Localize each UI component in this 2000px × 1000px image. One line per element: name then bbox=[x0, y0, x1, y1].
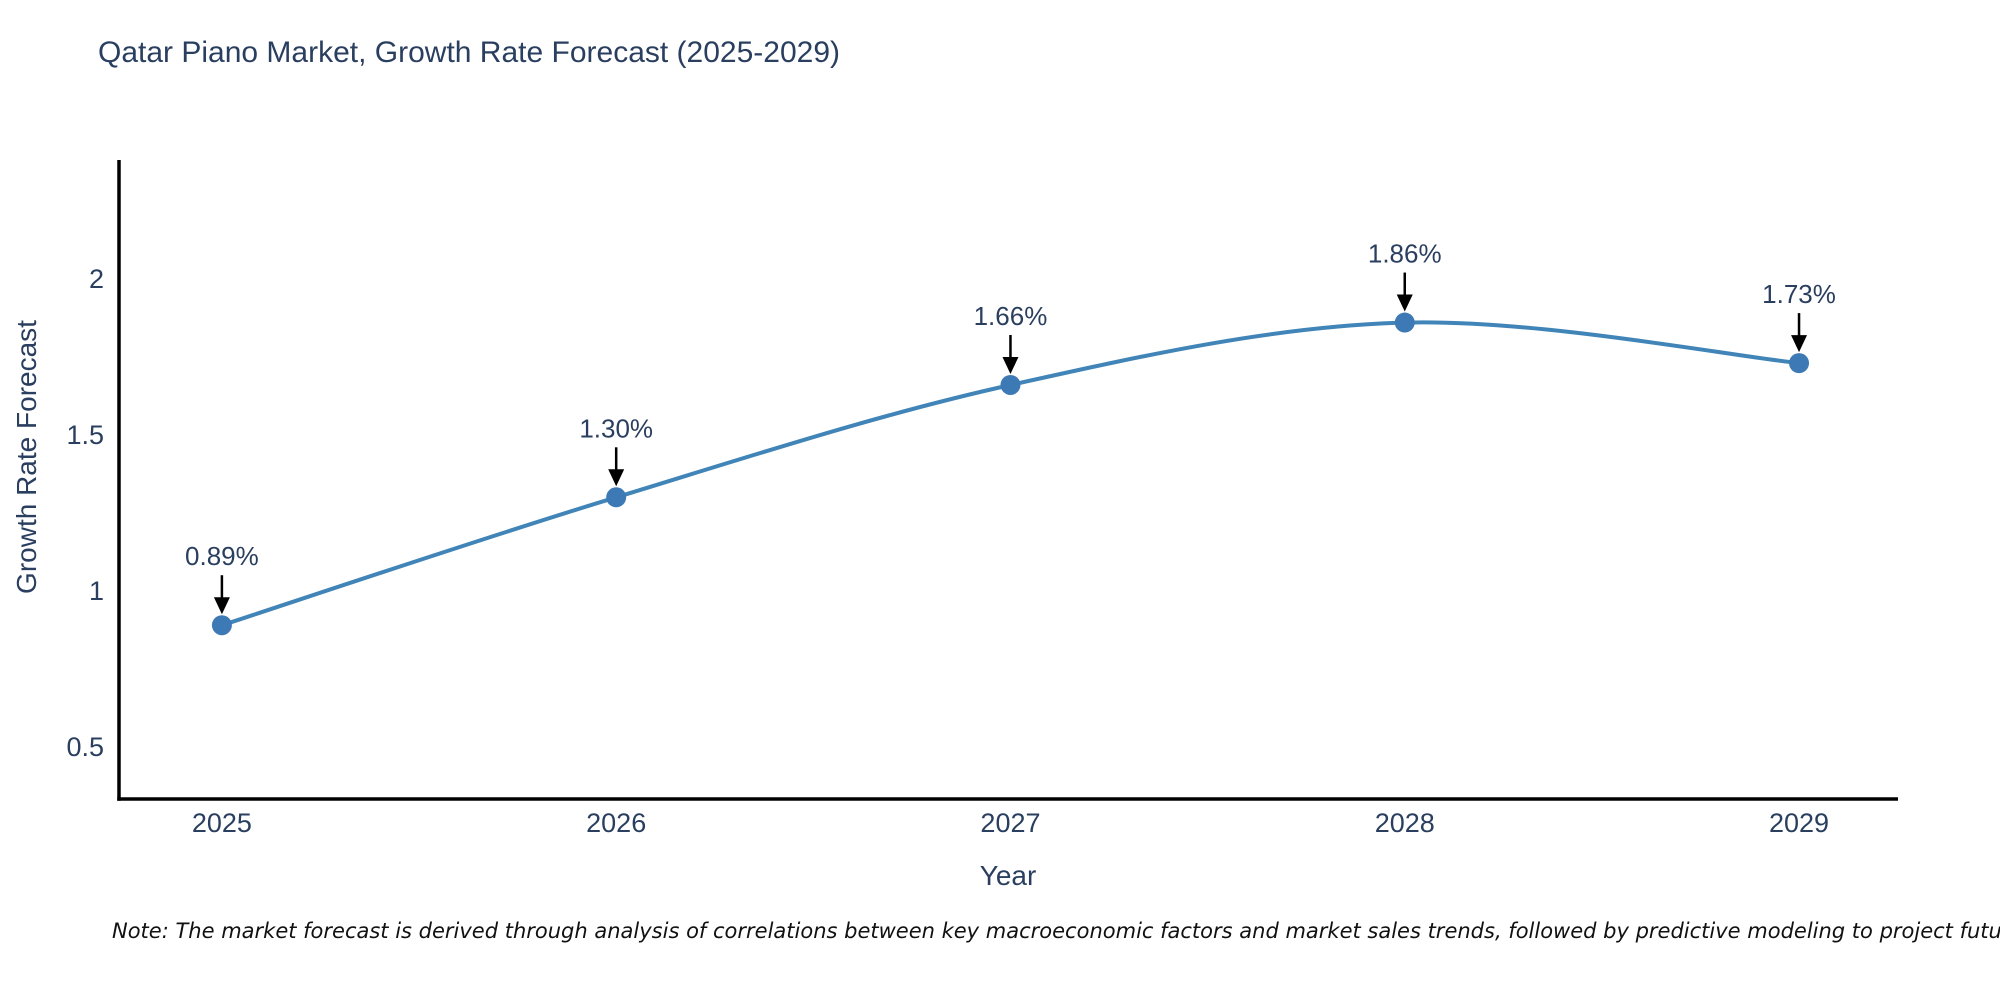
x-axis-title: Year bbox=[979, 860, 1037, 891]
chart-title: Qatar Piano Market, Growth Rate Forecast… bbox=[98, 36, 841, 69]
x-tick-label: 2025 bbox=[192, 808, 252, 838]
point-annotation-label: 1.66% bbox=[974, 301, 1048, 331]
footnote-text: Note: The market forecast is derived thr… bbox=[112, 919, 2000, 943]
x-tick-label: 2026 bbox=[586, 808, 646, 838]
x-tick-label: 2028 bbox=[1375, 808, 1435, 838]
data-point-2026[interactable] bbox=[606, 487, 627, 508]
annotation-arrowhead-icon bbox=[608, 469, 625, 487]
y-tick-label: 1.5 bbox=[66, 420, 104, 450]
y-tick-label: 2 bbox=[89, 264, 104, 294]
y-tick-label: 1 bbox=[89, 576, 104, 606]
data-point-2028[interactable] bbox=[1394, 312, 1415, 333]
point-annotation-label: 0.89% bbox=[185, 541, 259, 571]
point-annotation-label: 1.30% bbox=[579, 413, 653, 443]
point-annotation-label: 1.73% bbox=[1762, 279, 1836, 309]
annotation-arrowhead-icon bbox=[1002, 356, 1019, 374]
x-tick-label: 2027 bbox=[980, 808, 1040, 838]
annotation-arrowhead-icon bbox=[1791, 335, 1808, 353]
annotation-arrowhead-icon bbox=[213, 597, 230, 615]
point-annotation-label: 1.86% bbox=[1368, 239, 1442, 269]
data-point-2027[interactable] bbox=[1000, 374, 1021, 395]
x-tick-label: 2029 bbox=[1769, 808, 1829, 838]
data-point-2029[interactable] bbox=[1789, 353, 1810, 374]
y-tick-label: 0.5 bbox=[66, 732, 104, 762]
data-point-2025[interactable] bbox=[211, 615, 232, 636]
annotation-arrowhead-icon bbox=[1396, 294, 1413, 312]
